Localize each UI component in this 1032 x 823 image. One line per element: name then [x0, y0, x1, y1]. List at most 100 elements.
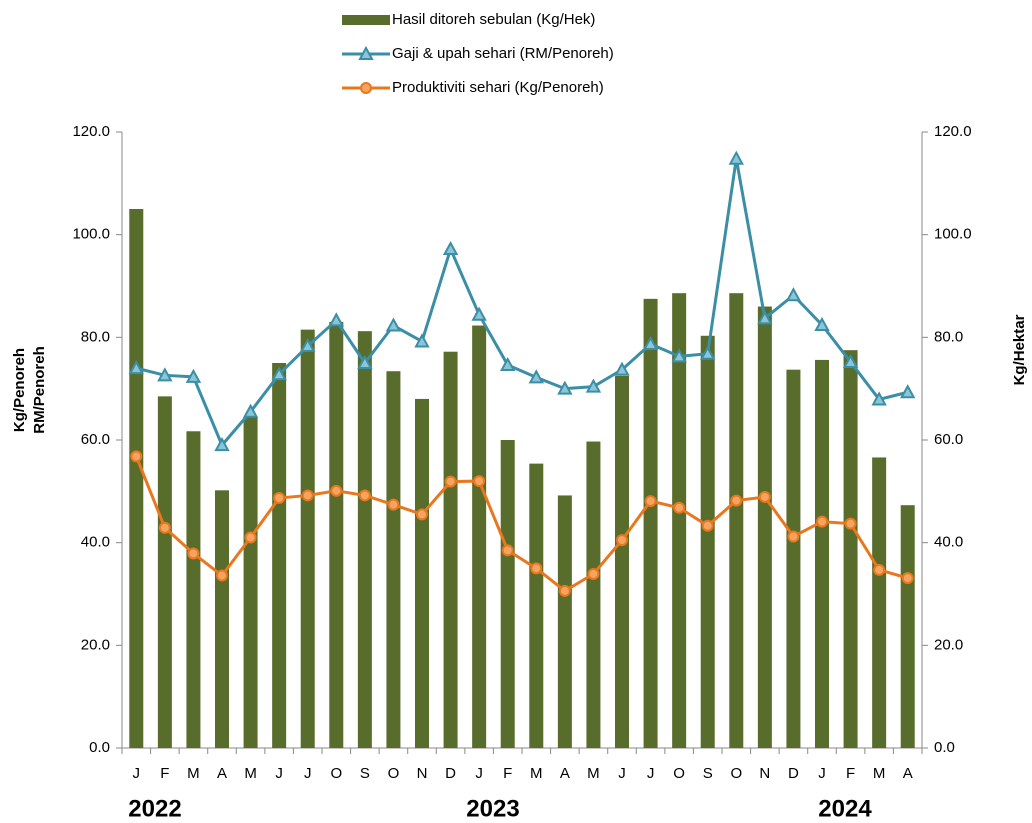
- line-marker: [330, 484, 343, 497]
- line-marker: [728, 150, 744, 165]
- line-marker: [328, 312, 344, 327]
- bar: [186, 431, 201, 748]
- line-marker: [614, 361, 630, 376]
- line-marker: [216, 569, 228, 582]
- x-tick-label: S: [360, 765, 370, 782]
- line-marker: [300, 337, 316, 353]
- y-tick-label: 120.0: [72, 123, 110, 140]
- bar: [729, 293, 744, 748]
- x-tick-label: M: [187, 765, 200, 782]
- line-marker: [301, 489, 314, 502]
- line-marker: [244, 531, 257, 544]
- x-tick-label: A: [903, 765, 913, 782]
- bar: [300, 329, 315, 748]
- line-marker: [387, 498, 400, 511]
- bar: [643, 298, 658, 748]
- x-tick-label: D: [788, 765, 799, 782]
- line-marker: [442, 240, 459, 256]
- x-tick-label: J: [818, 765, 826, 782]
- y-tick-label: 60.0: [81, 431, 110, 448]
- line-marker: [185, 368, 202, 383]
- bar: [215, 490, 229, 748]
- y2-tick-label: 60.0: [934, 431, 963, 448]
- line-marker: [530, 562, 543, 575]
- x-tick-label: N: [759, 765, 770, 782]
- y2-tick-label: 40.0: [934, 534, 963, 551]
- bar: [500, 440, 515, 748]
- line-marker: [158, 521, 171, 534]
- line-marker: [758, 490, 771, 503]
- line: [135, 158, 909, 448]
- legend-marker: [358, 45, 374, 60]
- x-tick-label: F: [846, 765, 855, 782]
- bar: [386, 371, 401, 748]
- line-marker: [528, 369, 544, 384]
- bar: [243, 416, 258, 748]
- line-marker: [242, 403, 259, 418]
- line-marker: [644, 495, 657, 508]
- bar: [443, 351, 458, 748]
- line-marker: [130, 450, 143, 463]
- line-marker: [471, 306, 487, 321]
- y-axis-title: Kg/Penoreh: [11, 348, 28, 432]
- line-marker: [273, 492, 286, 505]
- line-marker: [871, 391, 887, 406]
- bar: [615, 375, 629, 748]
- line-marker: [385, 317, 402, 332]
- y2-axis-title: Kg/Hektar: [1011, 314, 1028, 385]
- x-tick-label: M: [873, 765, 886, 782]
- line-marker: [842, 353, 859, 368]
- y2-tick-label: 120.0: [934, 123, 972, 140]
- bar: [815, 359, 829, 748]
- line-marker: [901, 572, 914, 585]
- line-marker: [473, 475, 486, 488]
- x-tick-label: O: [673, 765, 685, 782]
- x-tick-label: F: [503, 765, 512, 782]
- bar: [157, 396, 172, 748]
- bar: [757, 306, 772, 748]
- y-tick-label: 40.0: [81, 534, 110, 551]
- line-marker: [757, 310, 773, 325]
- line-marker: [814, 316, 830, 332]
- x-tick-label: M: [587, 765, 600, 782]
- x-tick-label: J: [618, 765, 626, 782]
- bar: [357, 331, 372, 748]
- y-axis-title: RM/Penoreh: [31, 346, 48, 434]
- x-tick-label: J: [304, 765, 312, 782]
- line-marker: [444, 475, 457, 488]
- line-marker: [900, 384, 916, 399]
- x-tick-label: J: [133, 765, 141, 782]
- bar: [529, 463, 544, 748]
- line-marker: [416, 508, 428, 521]
- bar: [472, 325, 487, 748]
- x-tick-label: O: [330, 765, 342, 782]
- bar: [415, 398, 429, 748]
- bar: [557, 495, 572, 748]
- x-tick-label: O: [388, 765, 400, 782]
- line-marker: [873, 563, 886, 576]
- line-marker: [701, 519, 714, 532]
- line-marker: [214, 437, 230, 452]
- y-tick-label: 20.0: [81, 636, 110, 653]
- line-marker: [414, 333, 430, 348]
- line-marker: [358, 489, 371, 502]
- year-label: 2023: [466, 795, 519, 822]
- y2-tick-label: 20.0: [934, 636, 963, 653]
- legend-swatch: [342, 15, 390, 25]
- line-marker: [558, 584, 571, 597]
- year-label: 2022: [128, 795, 181, 822]
- legend-label: Hasil ditoreh sebulan (Kg/Hek): [392, 11, 595, 28]
- x-tick-label: M: [244, 765, 257, 782]
- year-label: 2024: [818, 795, 872, 822]
- line: [134, 455, 909, 593]
- x-tick-label: A: [560, 765, 570, 782]
- bar: [329, 321, 344, 748]
- line-marker: [642, 335, 659, 351]
- line-marker: [700, 345, 716, 360]
- x-tick-label: J: [475, 765, 483, 782]
- line-marker: [357, 354, 373, 369]
- y-tick-label: 0.0: [89, 739, 110, 756]
- x-tick-label: N: [417, 765, 428, 782]
- x-tick-label: D: [445, 765, 456, 782]
- x-tick-label: F: [160, 765, 169, 782]
